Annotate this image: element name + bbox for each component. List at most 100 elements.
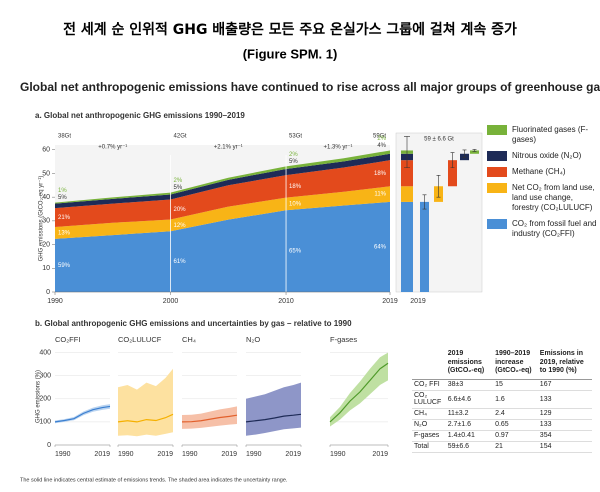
area	[55, 160, 390, 228]
share-label: 12%	[174, 223, 187, 229]
x-tick-label: 1990	[55, 451, 71, 458]
share-label: 18%	[374, 171, 387, 177]
table-cell: 6.6±4.6	[445, 390, 494, 409]
table-cell: 167	[537, 379, 592, 391]
table-cell: 0.97	[493, 430, 538, 442]
error-bar	[462, 149, 467, 158]
error-bar	[436, 175, 441, 198]
table-header: 2019 emissions (GtCO₂-eq)	[445, 350, 494, 380]
page-title: 전 세계 순 인위적 GHG 배출량은 모든 주요 온실가스 그룹에 걸쳐 계속…	[63, 21, 517, 38]
panel-title: N₂O	[246, 335, 260, 344]
x-tick-label: 2019	[94, 451, 110, 458]
y-tick-label: 30	[42, 218, 50, 225]
uncertainty-band	[118, 368, 173, 437]
table-cell: N₂O	[412, 419, 446, 431]
page-subtitle: (Figure SPM. 1)	[243, 46, 338, 61]
y-tick-label: 50	[42, 170, 50, 177]
x-tick-label: 1990	[182, 451, 198, 458]
share-label: 5%	[58, 195, 67, 201]
share-label: 11%	[374, 192, 386, 198]
x-tick-label: 2019	[372, 451, 388, 458]
total-label: 59Gt	[373, 134, 386, 140]
y-axis-title: GHG emissions (GtCO₂-eq yr⁻¹)	[39, 176, 45, 262]
share-label: 10%	[289, 201, 302, 207]
table-cell: F-gases	[412, 430, 446, 442]
legend-label: Nitrous oxide (N₂O)	[512, 151, 582, 160]
y-tick-label: 200	[39, 396, 51, 403]
y-tick-label: 40	[42, 194, 50, 201]
area	[55, 150, 390, 204]
share-label: 20%	[174, 207, 187, 213]
x-tick-label: 1990	[330, 451, 346, 458]
total-label: 38Gt	[58, 134, 71, 140]
legend-item: Nitrous oxide (N₂O)	[487, 151, 599, 161]
legend-label: Net CO₂ from land use, land use change, …	[512, 183, 595, 212]
y-tick-label: 300	[39, 373, 51, 380]
table-cell: 133	[537, 419, 592, 431]
panel-title: CH₄	[182, 335, 196, 344]
table-cell: 1.6	[493, 390, 538, 409]
area	[55, 186, 390, 239]
panel-title: CO₂FFI	[55, 335, 80, 344]
table-cell: 154	[537, 441, 592, 453]
total-label: 53Gt	[289, 134, 302, 140]
share-label: 2%	[289, 152, 298, 158]
table-cell: 0.65	[493, 419, 538, 431]
y-axis-title: GHG emissions (%)	[36, 370, 42, 423]
waterfall-bar	[470, 150, 479, 154]
y-tick-label: 100	[39, 419, 51, 426]
table-cell: 2.4	[493, 408, 538, 420]
panel-b-title: b. Global anthropogenic GHG emissions an…	[35, 319, 352, 328]
table-row: N₂O 2.7±1.6 0.65 133	[412, 419, 592, 431]
uncertainty-band	[182, 406, 237, 429]
error-bar	[472, 149, 477, 152]
footnote: The solid line indicates central estimat…	[20, 477, 288, 483]
trend-line	[245, 413, 302, 423]
waterfall-bar	[420, 201, 429, 292]
x-tick-label: 2019	[410, 298, 426, 305]
table-cell: 1.4±0.41	[445, 430, 494, 442]
growth-label: +1.3% yr⁻¹	[324, 145, 353, 151]
table-header	[412, 350, 446, 380]
share-label: 1%	[58, 188, 67, 194]
share-label: 5%	[174, 185, 183, 191]
area	[55, 201, 390, 292]
y-tick-label: 10	[42, 265, 50, 272]
table-cell: 38±3	[445, 379, 494, 391]
table-cell: 2.7±1.6	[445, 419, 494, 431]
legend-swatch	[487, 151, 507, 161]
legend-item: Fluorinated gases (F-gases)	[487, 125, 599, 145]
x-tick-label: 1990	[118, 451, 134, 458]
table-cell: Total	[412, 441, 446, 453]
stacked-bar	[401, 186, 413, 202]
table-cell: 15	[493, 379, 538, 391]
panel-a-title: a. Global net anthropogenic GHG emission…	[35, 111, 245, 120]
table-cell: 133	[537, 390, 592, 409]
growth-label: +0.7% yr⁻¹	[98, 145, 127, 151]
heading: Global net anthropogenic emissions have …	[20, 80, 600, 94]
share-label: 5%	[289, 159, 298, 165]
trend-line	[117, 413, 174, 423]
share-label: 4%	[377, 143, 386, 149]
uncertainty-band	[246, 382, 301, 436]
trend-line	[329, 362, 389, 423]
x-tick-label: 2010	[278, 298, 294, 305]
table-cell: 11±3.2	[445, 408, 494, 420]
y-tick-label: 20	[42, 241, 50, 248]
y-tick-label: 60	[42, 147, 50, 154]
table-cell: 59±6.6	[445, 441, 494, 453]
share-label: 61%	[174, 259, 187, 265]
y-tick-label: 0	[46, 289, 50, 296]
error-bar	[450, 152, 455, 169]
y-tick-label: 0	[47, 442, 51, 449]
share-label: 65%	[289, 249, 302, 255]
legend-label: Fluorinated gases (F-gases)	[512, 125, 589, 144]
legend-item: CO₂ from fossil fuel and industry (CO₂FF…	[487, 219, 599, 239]
panel-title: CO₂LULUCF	[118, 335, 162, 344]
table-cell: CO₂ FFI	[412, 379, 446, 391]
table-row: CO₂ LULUCF 6.6±4.6 1.6 133	[412, 390, 592, 409]
waterfall-bar	[448, 160, 457, 187]
growth-label: +2.1% yr⁻¹	[214, 145, 243, 151]
